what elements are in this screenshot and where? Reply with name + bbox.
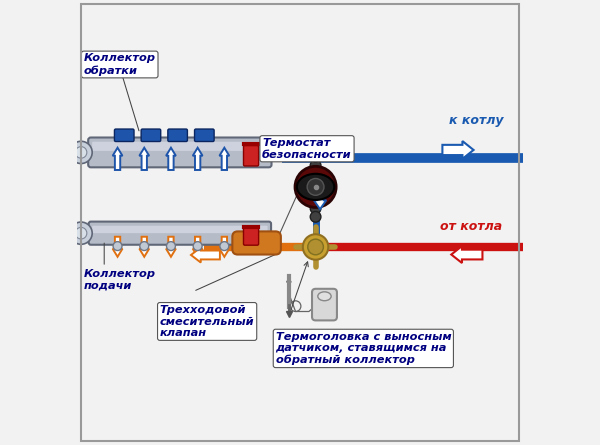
FancyArrow shape — [113, 148, 122, 170]
FancyArrow shape — [314, 191, 326, 209]
Circle shape — [308, 239, 323, 255]
FancyBboxPatch shape — [168, 129, 187, 142]
FancyBboxPatch shape — [194, 129, 214, 142]
Circle shape — [75, 146, 87, 158]
Circle shape — [167, 242, 175, 251]
Text: Коллектор
подачи: Коллектор подачи — [84, 269, 156, 291]
FancyBboxPatch shape — [115, 129, 134, 142]
FancyArrow shape — [193, 148, 203, 170]
FancyArrow shape — [139, 237, 149, 257]
Text: Коллектор
обратки: Коллектор обратки — [84, 53, 156, 76]
Text: Термоголовка с выносным
датчиком, ставящимся на
обратный коллектор: Термоголовка с выносным датчиком, ставящ… — [275, 332, 451, 365]
FancyArrow shape — [451, 246, 482, 263]
FancyArrow shape — [220, 237, 229, 257]
FancyArrow shape — [166, 237, 176, 257]
Circle shape — [140, 242, 149, 251]
Text: Трехходовой
смесительный
клапан: Трехходовой смесительный клапан — [160, 305, 254, 338]
FancyArrow shape — [191, 247, 220, 263]
FancyBboxPatch shape — [244, 227, 259, 245]
Text: к котлу: к котлу — [449, 113, 503, 127]
Circle shape — [113, 242, 122, 251]
Text: от котла: от котла — [440, 220, 502, 234]
Circle shape — [75, 227, 87, 239]
Circle shape — [310, 203, 321, 214]
Circle shape — [310, 152, 321, 162]
FancyBboxPatch shape — [244, 146, 259, 166]
FancyArrow shape — [139, 148, 149, 170]
FancyBboxPatch shape — [89, 222, 271, 245]
FancyBboxPatch shape — [312, 289, 337, 320]
Ellipse shape — [318, 292, 331, 301]
FancyArrow shape — [166, 148, 176, 170]
Circle shape — [310, 160, 321, 171]
Circle shape — [310, 211, 321, 222]
FancyBboxPatch shape — [141, 129, 161, 142]
Circle shape — [303, 234, 328, 260]
Circle shape — [70, 222, 92, 244]
FancyBboxPatch shape — [92, 142, 268, 151]
Ellipse shape — [297, 174, 334, 200]
Circle shape — [70, 142, 92, 164]
FancyArrow shape — [442, 141, 473, 159]
FancyArrow shape — [220, 148, 229, 170]
Circle shape — [193, 242, 202, 251]
Circle shape — [295, 166, 336, 207]
FancyBboxPatch shape — [232, 231, 281, 255]
Text: Термостат
безопасности: Термостат безопасности — [262, 138, 352, 160]
Circle shape — [307, 178, 324, 195]
FancyArrow shape — [113, 237, 122, 257]
Circle shape — [220, 242, 229, 251]
FancyBboxPatch shape — [88, 138, 272, 167]
FancyBboxPatch shape — [92, 226, 268, 233]
FancyArrow shape — [193, 237, 203, 257]
FancyArrow shape — [291, 141, 322, 159]
